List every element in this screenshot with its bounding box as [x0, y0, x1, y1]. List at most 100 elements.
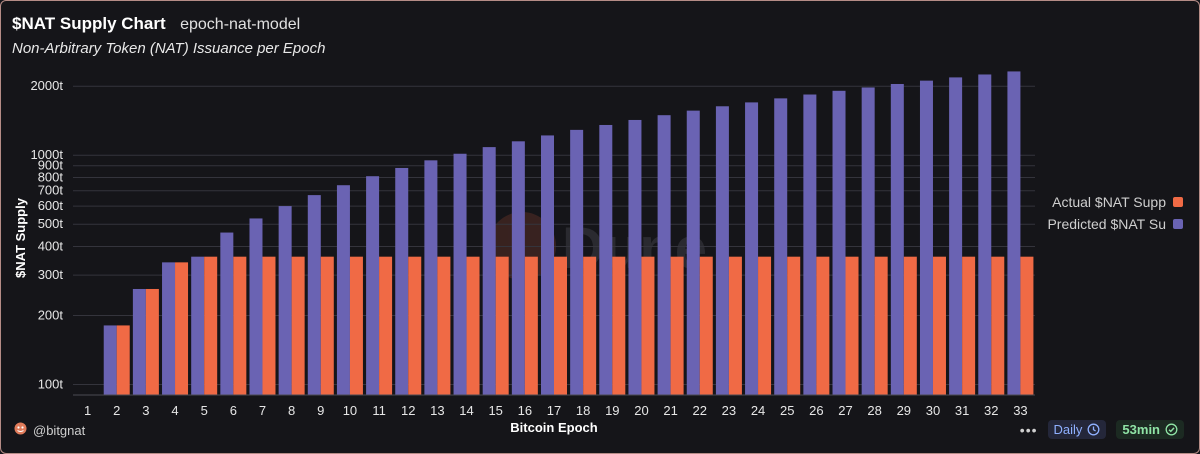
bar-actual: [495, 256, 509, 395]
x-axis-title: Bitcoin Epoch: [510, 420, 597, 435]
bar-actual: [408, 256, 422, 395]
x-tick-label: 24: [751, 403, 765, 418]
bar-actual: [116, 325, 130, 395]
bar-predicted: [919, 80, 933, 395]
x-tick-label: 27: [838, 403, 852, 418]
bar-predicted: [162, 262, 176, 395]
x-tick-label: 8: [288, 403, 295, 418]
bar-actual: [932, 256, 946, 395]
x-tick-label: 12: [401, 403, 415, 418]
bar-predicted: [1007, 71, 1021, 395]
bar-actual: [437, 256, 451, 395]
bar-predicted: [366, 176, 380, 395]
bar-actual: [991, 256, 1005, 395]
x-tick-label: 9: [317, 403, 324, 418]
x-tick-label: 5: [201, 403, 208, 418]
y-axis-title: $NAT Supply: [13, 197, 28, 278]
bar-predicted: [861, 87, 875, 395]
bar-actual: [845, 256, 859, 395]
x-tick-label: 18: [576, 403, 590, 418]
bar-predicted: [774, 98, 788, 396]
y-tick-label: 500t: [38, 216, 64, 231]
x-tick-label: 13: [430, 403, 444, 418]
x-tick-label: 7: [259, 403, 266, 418]
bar-predicted: [220, 232, 234, 395]
bar-predicted: [395, 167, 409, 395]
bar-predicted: [541, 135, 554, 396]
more-options-icon[interactable]: •••: [1019, 421, 1038, 438]
bar-actual: [758, 256, 772, 395]
chart-subtitle: Non-Arbitrary Token (NAT) Issuance per E…: [12, 40, 326, 57]
clock-icon: [1087, 423, 1100, 436]
author-avatar-icon: [14, 422, 27, 438]
legend-item[interactable]: Predicted $NAT Su: [1047, 216, 1183, 232]
bar-predicted: [249, 218, 263, 395]
bar-actual: [524, 256, 538, 395]
bar-actual: [787, 256, 801, 395]
y-tick-label: 100t: [38, 377, 64, 392]
query-name[interactable]: epoch-nat-model: [180, 16, 301, 33]
y-tick-label: 2000t: [30, 78, 63, 93]
bar-predicted: [570, 129, 584, 395]
bar-predicted: [103, 325, 117, 395]
bar-predicted: [978, 74, 992, 395]
y-tick-label: 800t: [38, 169, 64, 184]
bar-actual: [903, 256, 917, 395]
bar-actual: [816, 256, 830, 395]
refresh-interval-label: Daily: [1053, 422, 1083, 437]
bar-predicted: [307, 195, 321, 395]
footer-author[interactable]: @bitgnat: [14, 422, 85, 438]
bar-actual: [612, 256, 626, 395]
x-tick-label: 29: [897, 403, 911, 418]
bar-actual: [291, 256, 305, 395]
bar-predicted: [482, 147, 496, 395]
bar-predicted: [511, 141, 525, 395]
bar-predicted: [132, 288, 146, 395]
x-tick-label: 30: [926, 403, 940, 418]
x-tick-label: 28: [867, 403, 881, 418]
bar-actual: [641, 256, 655, 395]
bar-actual: [204, 256, 218, 395]
x-tick-label: 6: [230, 403, 237, 418]
bar-predicted: [890, 83, 904, 395]
x-tick-label: 11: [372, 403, 386, 418]
bar-actual: [699, 256, 713, 395]
bar-actual: [145, 288, 159, 395]
last-run-badge[interactable]: 53min: [1116, 420, 1184, 439]
x-tick-label: 21: [663, 403, 677, 418]
x-tick-label: 33: [1013, 403, 1027, 418]
bar-actual: [874, 256, 888, 395]
x-tick-label: 3: [142, 403, 149, 418]
x-tick-label: 17: [547, 403, 561, 418]
bar-predicted: [278, 206, 292, 395]
refresh-interval-button[interactable]: Daily: [1047, 420, 1107, 439]
bar-actual: [728, 256, 742, 395]
chart-title: $NAT Supply Chart: [12, 14, 166, 33]
bar-actual: [670, 256, 684, 395]
bar-predicted: [191, 256, 205, 395]
bar-actual: [554, 256, 567, 395]
legend-swatch: [1173, 219, 1183, 229]
x-tick-label: 14: [459, 403, 473, 418]
legend-item[interactable]: Actual $NAT Supp: [1052, 194, 1183, 210]
chart-header: $NAT Supply Chart epoch-nat-model: [12, 14, 300, 34]
bar-actual: [466, 256, 480, 395]
x-tick-label: 19: [605, 403, 619, 418]
x-tick-label: 23: [722, 403, 736, 418]
bar-actual: [233, 256, 247, 395]
legend-label: Predicted $NAT Su: [1047, 216, 1166, 232]
bar-predicted: [745, 102, 759, 396]
bar-predicted: [657, 115, 671, 396]
x-tick-label: 2: [113, 403, 120, 418]
x-tick-label: 4: [171, 403, 178, 418]
x-tick-label: 16: [518, 403, 532, 418]
y-tick-label: 900t: [38, 158, 64, 173]
bar-predicted: [715, 106, 729, 395]
x-tick-label: 31: [955, 403, 969, 418]
x-tick-label: 22: [693, 403, 707, 418]
y-tick-label: 200t: [38, 307, 64, 322]
bar-actual: [320, 256, 334, 395]
legend-label: Actual $NAT Supp: [1052, 194, 1166, 210]
y-tick-label: 700t: [38, 183, 64, 198]
bar-predicted: [832, 90, 846, 395]
